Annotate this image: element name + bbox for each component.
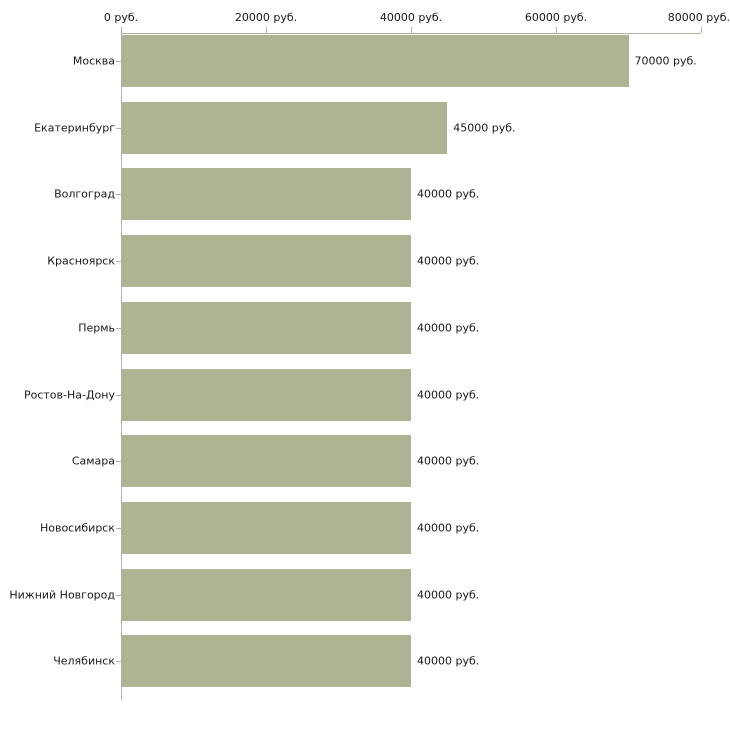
bar-value-label: 40000 руб. (417, 454, 480, 468)
value-axis-tick (121, 27, 122, 33)
value-axis-tick-label: 80000 руб. (667, 11, 730, 24)
value-axis-tick-label: 40000 руб. (379, 11, 443, 24)
category-axis-tick (116, 61, 121, 62)
category-axis-label: Пермь (78, 321, 115, 335)
value-axis-tick-label: 60000 руб. (524, 11, 588, 24)
category-axis-tick (116, 527, 121, 529)
bar[interactable] (122, 635, 411, 688)
value-axis-tick (556, 27, 557, 33)
category-axis-tick (116, 594, 121, 596)
category-axis-label: Самара (71, 454, 115, 468)
bar[interactable] (122, 435, 411, 488)
bar-value-label: 40000 руб. (417, 588, 480, 602)
value-axis-tick (411, 27, 412, 33)
category-axis-line (121, 33, 122, 700)
category-axis-tick (116, 261, 121, 263)
category-axis-label: Волгоград (54, 187, 115, 201)
value-axis-tick (266, 27, 267, 33)
category-axis-label: Москва (72, 54, 115, 68)
bar[interactable] (122, 568, 411, 621)
category-axis-label: Ростов-На-Дону (23, 388, 115, 401)
category-axis-label: Челябинск (53, 654, 115, 668)
bar-value-label: 40000 руб. (417, 321, 480, 335)
bar-value-label: 70000 руб. (634, 54, 697, 68)
bar-value-label: 45000 руб. (453, 121, 516, 135)
bar-value-label: 40000 руб. (417, 521, 480, 535)
bar[interactable] (122, 368, 411, 421)
bar[interactable] (122, 168, 411, 221)
category-axis-label: Нижний Новгород (9, 588, 115, 602)
category-axis-label: Новосибирск (39, 521, 115, 535)
category-axis-label: Красноярск (47, 254, 115, 268)
bar-value-label: 40000 руб. (417, 654, 480, 668)
category-axis-tick (116, 461, 121, 463)
bar[interactable] (122, 235, 411, 288)
bar-value-label: 40000 руб. (417, 187, 480, 201)
category-axis-tick (116, 327, 121, 329)
bar[interactable] (122, 501, 411, 554)
bar[interactable] (122, 301, 411, 354)
value-axis-line (121, 33, 701, 34)
category-axis-tick (116, 394, 121, 396)
category-axis-tick (116, 661, 121, 663)
value-axis-tick-label: 20000 руб. (234, 11, 298, 24)
category-axis-label: Екатеринбург (34, 121, 115, 135)
bar-value-label: 40000 руб. (417, 254, 480, 268)
category-axis-tick (116, 127, 121, 129)
value-axis-tick-label: 0 руб. (103, 11, 139, 24)
category-axis-tick (116, 194, 121, 196)
bar-value-label: 40000 руб. (417, 388, 480, 401)
bar[interactable] (122, 35, 629, 87)
value-axis-tick (701, 27, 702, 33)
bar[interactable] (122, 101, 448, 154)
